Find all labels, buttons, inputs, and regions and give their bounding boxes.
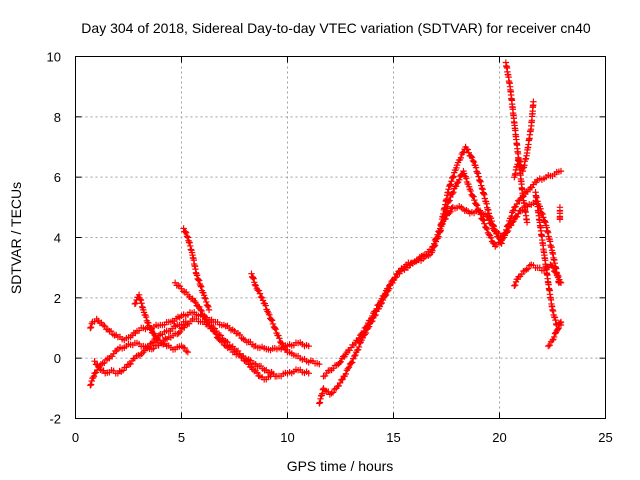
series-marks [502,59,531,226]
series-marks [511,98,537,181]
y-tick-label: 6 [54,170,61,185]
x-tick-label: 15 [386,430,400,445]
series-arc-13 [511,261,565,289]
y-tick-label: -2 [49,412,61,427]
series-arc-16 [556,204,564,223]
series-marks [248,270,323,368]
series-marks [511,261,565,289]
series-marks [320,143,505,380]
series-arc-4 [131,291,192,356]
series-arc-6 [180,225,213,314]
series-marks [532,189,565,329]
series-marks [131,291,192,356]
series-marks [87,315,312,389]
y-tick-label: 0 [54,351,61,366]
y-tick-label: 2 [54,291,61,306]
y-tick-label: 8 [54,110,61,125]
series-arc-3 [91,318,189,377]
x-tick-label: 25 [598,430,612,445]
series-marks [180,225,213,314]
series-arc-11 [502,59,531,226]
series-arc-7 [248,270,323,368]
series-arc-12 [511,98,537,181]
series-marks [556,204,564,223]
y-axis-label: SDTVAR / TECUs [8,182,24,294]
series-arc-15 [545,318,565,350]
series-arc-5 [171,279,274,383]
x-axis-label: GPS time / hours [287,458,394,474]
series-marks [171,279,274,383]
chart-title: Day 304 of 2018, Sidereal Day-to-day VTE… [81,20,591,36]
series-arc-9 [320,143,505,380]
axis-ticks: 0 5 10 15 20 25 -2 0 2 4 6 8 10 [47,50,613,446]
x-tick-label: 5 [178,430,185,445]
y-tick-label: 4 [54,231,61,246]
series-arc-2 [87,315,312,389]
x-tick-label: 20 [492,430,506,445]
series-marks [91,318,189,377]
x-tick-label: 10 [280,430,294,445]
y-tick-label: 10 [47,50,61,65]
series-arc-14 [532,189,565,329]
data-marks [87,59,565,407]
series-marks [545,318,565,350]
x-tick-label: 0 [72,430,79,445]
